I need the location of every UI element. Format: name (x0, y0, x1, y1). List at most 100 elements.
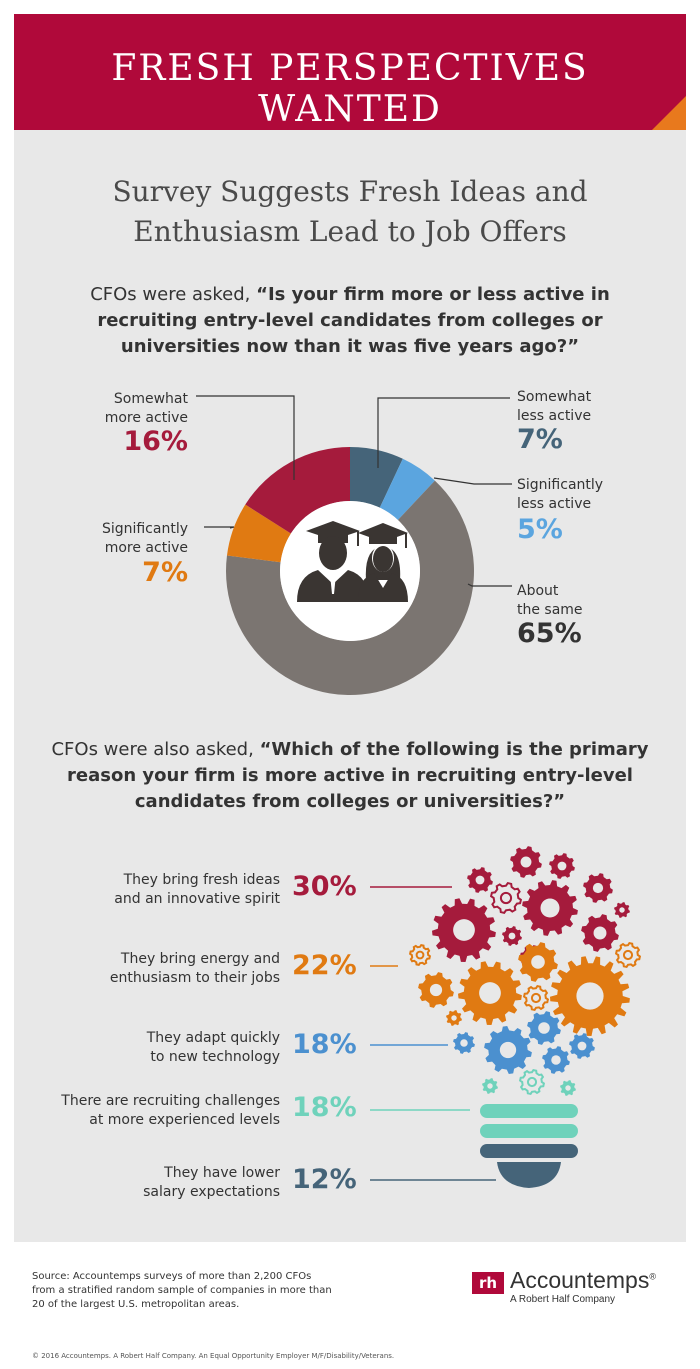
lightbulb-base-icon (480, 1104, 578, 1188)
gear-icon-10-hole (593, 926, 607, 940)
copyright: © 2016 Accountemps. A Robert Half Compan… (32, 1352, 395, 1360)
pie-slice-significantly-more (226, 504, 291, 563)
label-significantly-less-line1: Significantly (517, 477, 604, 493)
gear-icon-14-hole (622, 949, 634, 961)
accountemps-logo-mark: rh (472, 1272, 504, 1294)
question-2: CFOs were also asked, “Which of the foll… (50, 737, 650, 815)
reason-4: There are recruiting challenges at more e… (40, 1092, 280, 1130)
question-1-quote: “Is your firm more or less active in rec… (97, 284, 610, 357)
gear-icon-8-hole (453, 919, 475, 941)
label-somewhat-less-line2: less active (517, 408, 592, 424)
title-banner (14, 14, 686, 130)
folded-corner-icon (652, 96, 686, 130)
gear-icon-27-hole (565, 1085, 571, 1091)
gear-icon-17-hole (576, 982, 604, 1010)
label-somewhat-more: Somewhat more active (100, 390, 188, 428)
label-about-same-line1: About (517, 583, 559, 599)
question-1-prefix: CFOs were asked, (90, 284, 257, 305)
pct-significantly-less: 5% (517, 514, 563, 545)
headline-line-1: Survey Suggests Fresh Ideas and (112, 175, 588, 208)
pct-somewhat-more: 16% (123, 426, 188, 457)
reason-5-line1: They have lower (164, 1165, 280, 1181)
label-significantly-more-line1: Significantly (101, 521, 188, 537)
gear-icon-12-hole (415, 950, 425, 960)
pie-slice-somewhat-more (245, 447, 350, 534)
pct-somewhat-less: 7% (517, 424, 563, 455)
reason-4-pct: 18% (292, 1092, 357, 1123)
gear-icon-13-hole (531, 955, 545, 969)
banner-title: FRESH PERSPECTIVES WANTED (111, 48, 589, 130)
reason-4-line1: There are recruiting challenges (61, 1093, 280, 1109)
leader-somewhat-less (377, 397, 510, 468)
accountemps-logo-name: Accountemps® (510, 1267, 656, 1294)
reason-1-line1: They bring fresh ideas (123, 872, 280, 888)
graduates-icon (297, 521, 408, 602)
label-somewhat-more-line1: Somewhat (113, 391, 188, 407)
reason-2-line2: enthusiasm to their jobs (109, 970, 280, 986)
gear-icon-18-hole (530, 992, 542, 1004)
gear-icon-9-hole (508, 932, 516, 940)
source-note: Source: Accountemps surveys of more than… (32, 1271, 332, 1310)
gear-icon-18 (522, 984, 550, 1012)
reason-5: They have lower salary expectations (40, 1164, 280, 1202)
label-significantly-less-line2: less active (517, 496, 592, 512)
gear-icon-25-hole (487, 1083, 493, 1089)
gear-icon-20-hole (538, 1022, 550, 1034)
leader-significantly-less (433, 477, 512, 485)
gear-icon-12 (408, 943, 432, 967)
headline: Survey Suggests Fresh Ideas and Enthusia… (60, 172, 640, 252)
label-somewhat-more-line2: more active (104, 410, 188, 426)
gear-icon-26 (518, 1068, 546, 1096)
reason-5-line2: salary expectations (143, 1184, 280, 1200)
gear-icon-4 (489, 881, 523, 915)
gear-icon-15-hole (429, 983, 443, 997)
gear-icon-5-hole (540, 898, 560, 918)
gear-icon-22-hole (499, 1041, 517, 1059)
gear-icon-1-hole (520, 856, 532, 868)
reason-2-pct: 22% (292, 950, 357, 981)
leader-somewhat-more (196, 395, 295, 480)
pct-significantly-more: 7% (142, 557, 188, 588)
gear-icon-4-hole (499, 891, 513, 905)
question-1: CFOs were asked, “Is your firm more or l… (60, 282, 640, 360)
reason-1-pct: 30% (292, 871, 357, 902)
reason-3-line1: They adapt quickly (146, 1030, 280, 1046)
label-significantly-less: Significantly less active (517, 476, 603, 514)
label-somewhat-less: Somewhat less active (517, 388, 591, 426)
logo-reg-mark: ® (649, 1271, 656, 1282)
question-2-prefix: CFOs were also asked, (51, 739, 260, 760)
label-about-same: About the same (517, 582, 583, 620)
gear-icon-19-hole (451, 1015, 457, 1021)
gear-icon-2-hole (557, 861, 567, 871)
logo-name-text: Accountemps (510, 1267, 650, 1293)
reason-1: They bring fresh ideas and an innovative … (40, 871, 280, 909)
label-somewhat-less-line1: Somewhat (517, 389, 592, 405)
reason-3: They adapt quickly to new technology (40, 1029, 280, 1067)
reason-1-line2: and an innovative spirit (114, 891, 280, 907)
label-significantly-more: Significantly more active (96, 520, 188, 558)
gear-icon-21-hole (460, 1039, 468, 1047)
accountemps-logo-subtitle: A Robert Half Company (510, 1294, 616, 1305)
label-about-same-line2: the same (517, 602, 583, 618)
reason-5-pct: 12% (292, 1164, 357, 1195)
reason-3-pct: 18% (292, 1029, 357, 1060)
reason-4-line2: at more experienced levels (89, 1112, 280, 1128)
question-2-quote: “Which of the following is the primary r… (67, 739, 649, 812)
pie-slice-significantly-less (379, 458, 435, 520)
pct-about-same: 65% (517, 618, 582, 649)
headline-line-2: Enthusiasm Lead to Job Offers (133, 215, 567, 248)
label-significantly-more-line2: more active (104, 540, 188, 556)
gear-icon-26-hole (526, 1076, 538, 1088)
gear-icon-16-hole (479, 982, 501, 1004)
gear-icon-3-hole (475, 875, 485, 885)
pie-slice-somewhat-less (350, 447, 403, 508)
reason-2-line1: They bring energy and (120, 951, 280, 967)
gear-icon-14 (614, 941, 642, 969)
leader-about-same (467, 583, 512, 587)
reason-2: They bring energy and enthusiasm to their… (40, 950, 280, 988)
gear-icon-6-hole (592, 882, 604, 894)
gear-icon-7-hole (619, 907, 625, 913)
gear-icon-23-hole (551, 1055, 561, 1065)
